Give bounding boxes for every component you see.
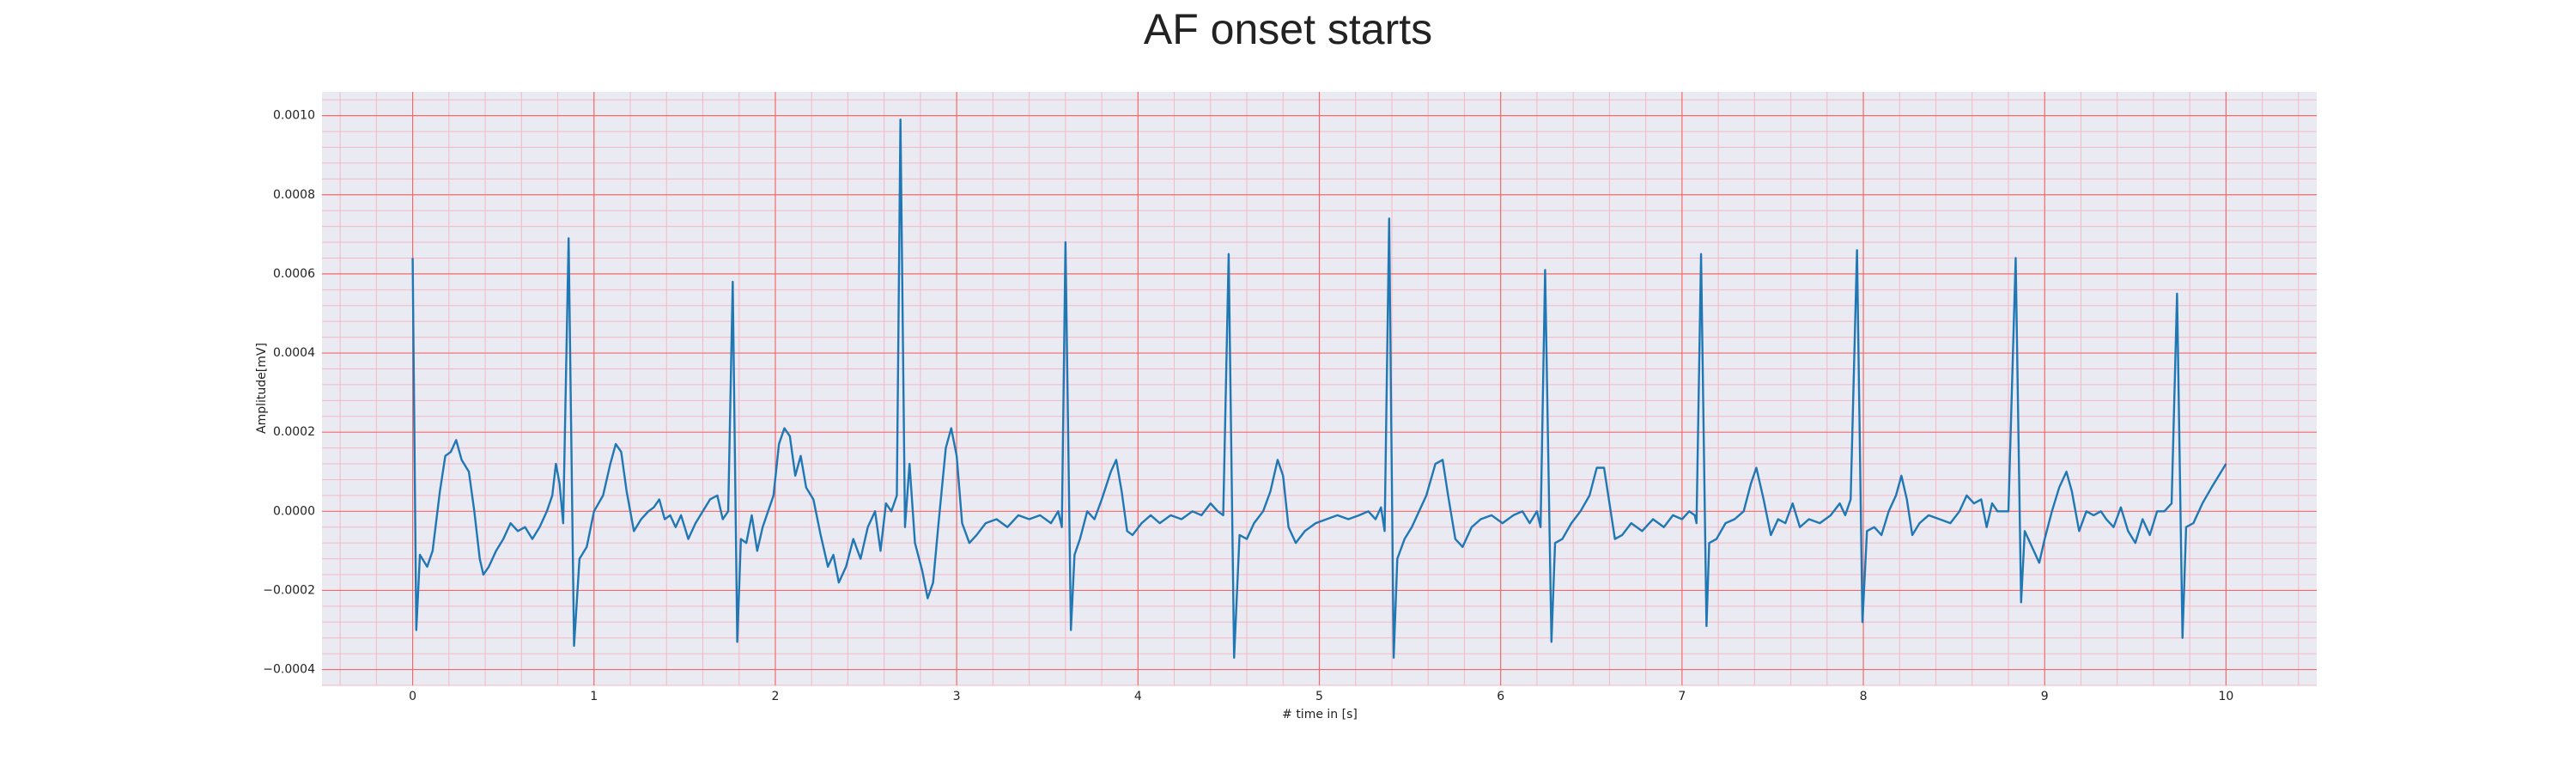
marks	[411, 119, 2227, 659]
x-tick-label: 1	[590, 690, 598, 703]
y-tick-label: 0.0002	[273, 425, 315, 439]
x-tick-label: 5	[1315, 690, 1323, 703]
y-tick-label: −0.0004	[263, 663, 315, 677]
chart-title: AF onset starts	[1144, 5, 1432, 53]
x-tick-label: 8	[1860, 690, 1868, 703]
x-tick-label: 9	[2041, 690, 2049, 703]
y-tick-label: 0.0004	[273, 346, 315, 360]
x-axis-label: # time in [s]	[1282, 708, 1358, 721]
x-tick-label: 4	[1134, 690, 1142, 703]
x-tick-label: 2	[771, 690, 779, 703]
x-tick-label: 0	[409, 690, 416, 703]
y-axis-label: Amplitude[mV]	[255, 343, 269, 434]
y-tick-label: 0.0010	[273, 109, 315, 123]
x-tick-label: 7	[1678, 690, 1686, 703]
x-tick-label: 3	[953, 690, 961, 703]
x-tick-label: 6	[1497, 690, 1504, 703]
signal-line	[411, 119, 2227, 659]
y-tick-label: 0.0006	[273, 267, 315, 281]
y-tick-label: 0.0000	[273, 504, 315, 518]
y-tick-label: 0.0008	[273, 188, 315, 202]
y-tick-label: −0.0002	[263, 583, 315, 597]
grid	[322, 92, 2317, 686]
x-tick-label: 10	[2218, 690, 2233, 703]
